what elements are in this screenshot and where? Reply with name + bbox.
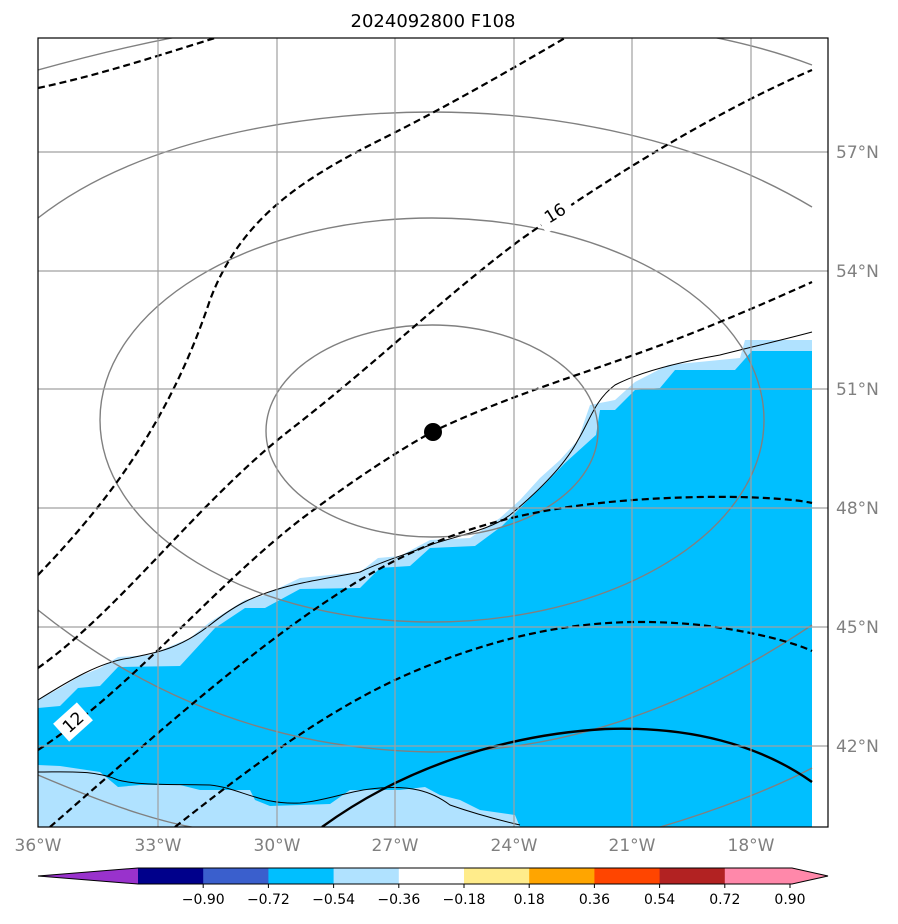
colorbar-segment bbox=[398, 868, 465, 884]
colorbar-tick-label: −0.90 bbox=[182, 892, 225, 908]
contour-label-16-bg bbox=[532, 192, 578, 234]
dashed-contour-4 bbox=[38, 280, 813, 751]
lon-label: 30°W bbox=[254, 836, 301, 856]
colorbar-segment bbox=[138, 868, 204, 884]
map-frame bbox=[37, 37, 829, 828]
colorbar-tick-label: 0.72 bbox=[709, 892, 740, 908]
map-title: 2024092800 F108 bbox=[351, 11, 516, 32]
colorbar-extend-high bbox=[724, 868, 828, 884]
dashed-contour-6 bbox=[174, 620, 813, 827]
shaded-region-fill bbox=[38, 351, 812, 827]
colorbar-tick-label: −0.18 bbox=[443, 892, 486, 908]
colorbar-segment bbox=[203, 868, 269, 884]
dashed-contours bbox=[38, 38, 813, 827]
colorbar-extend-low bbox=[38, 868, 138, 884]
lon-label: 21°W bbox=[609, 836, 656, 856]
lat-label: 45°N bbox=[836, 618, 879, 638]
lon-label: 27°W bbox=[372, 836, 419, 856]
latitude-labels: 57°N 54°N 51°N 48°N 45°N 42°N bbox=[836, 143, 879, 757]
lon-label: 18°W bbox=[728, 836, 775, 856]
colorbar-tick-label: −0.36 bbox=[377, 892, 420, 908]
gray-contour-lower bbox=[38, 609, 813, 753]
dashed-contour-3 bbox=[38, 68, 813, 669]
coastline-south bbox=[38, 771, 521, 826]
colorbar-segment bbox=[659, 868, 726, 884]
lat-label: 42°N bbox=[836, 737, 879, 757]
lat-label: 48°N bbox=[836, 499, 879, 519]
colorbar-tick-label: 0.90 bbox=[774, 892, 805, 908]
colorbar-outline bbox=[37, 867, 829, 885]
gray-contour-middle bbox=[99, 217, 765, 623]
gray-contour-bottom bbox=[38, 774, 196, 827]
colorbar-tick-label: 0.18 bbox=[514, 892, 545, 908]
colorbar-segment bbox=[268, 868, 335, 884]
solid-contour bbox=[321, 727, 813, 827]
lat-label: 51°N bbox=[836, 380, 879, 400]
lat-label: 54°N bbox=[836, 262, 879, 282]
colorbar-tick-label: 0.54 bbox=[644, 892, 675, 908]
gray-contour-inner bbox=[265, 324, 599, 538]
colorbar-segment bbox=[529, 868, 595, 884]
lat-label: 57°N bbox=[836, 143, 879, 163]
storm-center-marker bbox=[424, 423, 442, 441]
lon-label: 24°W bbox=[491, 836, 538, 856]
colorbar-tick-label: −0.54 bbox=[312, 892, 355, 908]
dashed-contour-2 bbox=[38, 38, 566, 576]
dashed-contour-5 bbox=[49, 495, 813, 827]
gray-contour-outer bbox=[38, 111, 813, 219]
lon-label: 33°W bbox=[135, 836, 182, 856]
longitude-labels: 36°W 33°W 30°W 27°W 24°W 21°W 18°W bbox=[15, 836, 775, 856]
dashed-contour-1 bbox=[38, 38, 216, 90]
lon-label: 36°W bbox=[15, 836, 62, 856]
map-layers bbox=[38, 38, 828, 827]
colorbar-tick-label: −0.72 bbox=[247, 892, 290, 908]
colorbar-segment bbox=[594, 868, 661, 884]
contour-label-12-bg bbox=[53, 702, 93, 742]
colorbar-tick-label: 0.36 bbox=[579, 892, 610, 908]
colorbar: −0.90 −0.72 −0.54 −0.36 −0.18 0.18 0.36 0.54 0.7… bbox=[37, 867, 829, 908]
colorbar-segment bbox=[333, 868, 400, 884]
colorbar-segment bbox=[464, 868, 530, 884]
map-gridlines bbox=[38, 38, 828, 827]
